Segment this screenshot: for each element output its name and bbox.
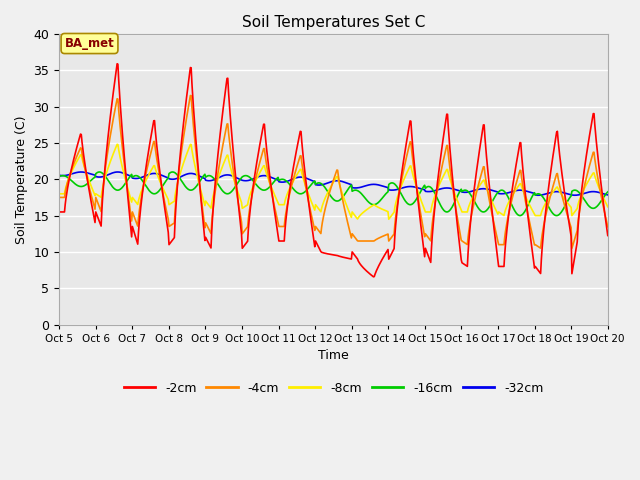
-32cm: [178, 173, 186, 179]
-16cm: [178, 179, 186, 184]
Text: BA_met: BA_met: [65, 37, 115, 50]
-32cm: [401, 184, 408, 190]
-16cm: [55, 174, 63, 180]
Y-axis label: Soil Temperature (C): Soil Temperature (C): [15, 115, 28, 243]
Line: -4cm: -4cm: [59, 96, 608, 248]
-4cm: [186, 93, 194, 98]
X-axis label: Time: Time: [318, 349, 349, 362]
-8cm: [65, 175, 73, 181]
-8cm: [122, 180, 130, 186]
-4cm: [55, 194, 63, 200]
Line: -8cm: -8cm: [59, 144, 608, 219]
Line: -16cm: -16cm: [59, 172, 608, 216]
-8cm: [418, 199, 426, 204]
-8cm: [402, 173, 410, 179]
-32cm: [604, 192, 612, 198]
Line: -2cm: -2cm: [59, 64, 608, 277]
-8cm: [207, 205, 215, 211]
-8cm: [385, 216, 392, 222]
-4cm: [417, 212, 425, 217]
-16cm: [417, 188, 425, 194]
Title: Soil Temperatures Set C: Soil Temperatures Set C: [242, 15, 425, 30]
-2cm: [122, 177, 130, 182]
-2cm: [418, 229, 426, 235]
-8cm: [113, 142, 121, 147]
-4cm: [122, 172, 129, 178]
-16cm: [604, 189, 612, 195]
Legend: -2cm, -4cm, -8cm, -16cm, -32cm: -2cm, -4cm, -8cm, -16cm, -32cm: [118, 377, 548, 400]
-32cm: [534, 192, 542, 198]
-16cm: [96, 169, 104, 175]
-32cm: [55, 172, 63, 178]
-32cm: [65, 172, 73, 178]
-32cm: [207, 178, 215, 183]
-2cm: [178, 134, 186, 140]
-16cm: [401, 197, 408, 203]
-16cm: [516, 213, 524, 218]
-2cm: [113, 61, 121, 67]
-4cm: [604, 224, 612, 229]
-32cm: [77, 169, 85, 175]
-8cm: [604, 204, 612, 210]
-8cm: [55, 191, 63, 197]
-4cm: [207, 230, 215, 236]
-16cm: [122, 179, 130, 185]
-4cm: [177, 150, 185, 156]
-16cm: [65, 176, 73, 181]
-4cm: [568, 245, 576, 251]
-4cm: [65, 174, 73, 180]
-32cm: [417, 186, 425, 192]
-8cm: [178, 165, 186, 170]
-2cm: [604, 233, 612, 239]
-2cm: [65, 177, 73, 183]
-16cm: [207, 173, 215, 179]
-2cm: [55, 209, 63, 215]
-2cm: [402, 145, 410, 151]
-32cm: [122, 171, 130, 177]
-2cm: [207, 245, 215, 251]
-4cm: [401, 162, 408, 168]
Line: -32cm: -32cm: [59, 172, 608, 195]
-2cm: [370, 274, 378, 280]
